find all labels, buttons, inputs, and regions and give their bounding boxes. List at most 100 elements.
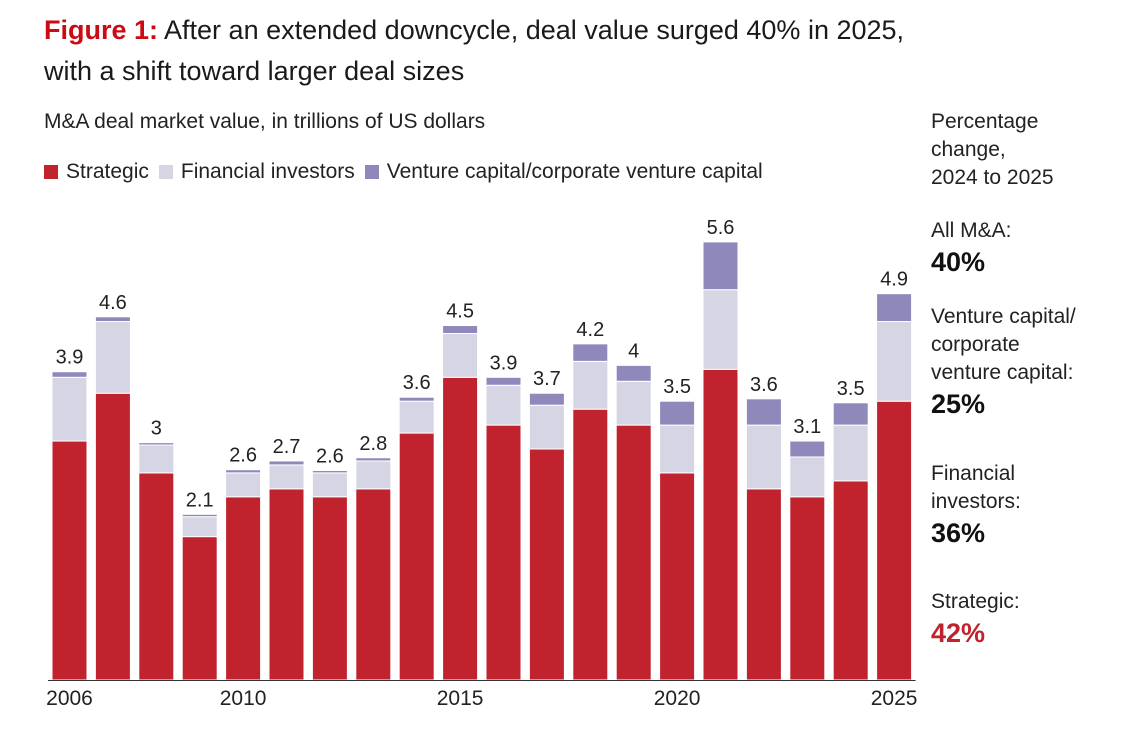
- side-panel-heading: Percentage change, 2024 to 2025: [931, 108, 1054, 192]
- bar-venture-2022: [745, 398, 782, 426]
- bar-venture-2024: [832, 402, 869, 426]
- bar-venture-2023: [789, 440, 826, 458]
- side-label-financial-2: investors:: [931, 490, 1021, 513]
- side-value-all-ma: 40%: [931, 247, 986, 277]
- side-heading-line-2: change,: [931, 138, 1006, 161]
- bar-financial-2013: [355, 460, 392, 490]
- total-label-2009: 2.1: [186, 489, 214, 511]
- bar-financial-2022: [745, 424, 782, 490]
- side-item-venture: Venture capital/ corporate venture capit…: [931, 303, 1076, 421]
- bar-financial-2018: [572, 360, 609, 410]
- total-label-2015: 4.5: [446, 301, 474, 323]
- bar-venture-2015: [442, 325, 479, 335]
- bar-venture-2009: [181, 513, 218, 518]
- total-label-2007: 4.6: [99, 292, 127, 314]
- bar-financial-2023: [789, 456, 826, 498]
- total-label-2023: 3.1: [793, 416, 821, 438]
- bar-strategic-2023: [789, 496, 826, 681]
- bar-strategic-2015: [442, 376, 479, 681]
- side-heading-line-1: Percentage: [931, 110, 1039, 133]
- bar-venture-2010: [225, 469, 262, 474]
- total-label-2006: 3.9: [56, 347, 84, 369]
- x-tick-2006: 2006: [46, 687, 93, 710]
- bar-strategic-2012: [311, 496, 348, 681]
- stacked-bar-chart: 3.9 4.6 3 2.1 2.6 2.7 2.6 2.8 3.6 4.5 3.9 3.7 4.2 4 3.…: [46, 217, 917, 710]
- bar-strategic-2025: [876, 400, 913, 681]
- chart-title: Figure 1: After an extended downcycle, d…: [44, 10, 1044, 92]
- bar-venture-2025: [876, 293, 913, 323]
- total-label-2019: 4: [628, 340, 639, 362]
- bar-venture-2014: [398, 396, 435, 402]
- bar-financial-2011: [268, 464, 305, 490]
- bar-financial-2006: [51, 376, 88, 442]
- legend-swatch-financial: [158, 165, 173, 179]
- bar-strategic-2008: [138, 472, 175, 681]
- chart-subtitle: M&A deal market value, in trillions of U…: [44, 110, 486, 133]
- bar-strategic-2014: [398, 432, 435, 681]
- bar-strategic-2017: [528, 448, 565, 681]
- side-label-venture-2: corporate: [931, 333, 1020, 356]
- total-label-2025: 4.9: [880, 269, 908, 291]
- side-heading-line-3: 2024 to 2025: [931, 166, 1054, 189]
- x-tick-2020: 2020: [654, 687, 701, 710]
- bar-financial-2008: [138, 444, 175, 474]
- bar-strategic-2011: [268, 488, 305, 681]
- bar-strategic-2018: [572, 408, 609, 681]
- total-label-2020: 3.5: [663, 376, 691, 398]
- total-label-2017: 3.7: [533, 368, 561, 390]
- total-label-2013: 2.8: [359, 433, 387, 455]
- bar-financial-2017: [528, 404, 565, 450]
- total-label-2012: 2.6: [316, 446, 344, 468]
- side-label-venture-3: venture capital:: [931, 361, 1074, 384]
- side-label-strategic: Strategic:: [931, 590, 1020, 613]
- bar-strategic-2021: [702, 368, 739, 681]
- bar-strategic-2009: [181, 536, 218, 681]
- title-line-2: with a shift toward larger deal sizes: [44, 56, 465, 86]
- figure-number: Figure 1:: [44, 15, 159, 45]
- bar-strategic-2013: [355, 488, 392, 681]
- bar-strategic-2007: [94, 392, 131, 681]
- total-label-2016: 3.9: [490, 352, 518, 374]
- bar-venture-2017: [528, 392, 565, 406]
- bar-venture-2008: [138, 442, 175, 446]
- legend: Strategic Financial investors Venture ca…: [44, 160, 773, 184]
- legend-item-financial: Financial investors: [158, 160, 355, 184]
- x-tick-2010: 2010: [220, 687, 267, 710]
- title-line-1: After an extended downcycle, deal value …: [158, 15, 905, 45]
- bar-venture-2018: [572, 343, 609, 362]
- bar-financial-2024: [832, 424, 869, 482]
- side-value-financial: 36%: [931, 518, 986, 548]
- bar-venture-2006: [51, 371, 88, 378]
- bar-financial-2020: [659, 424, 696, 474]
- side-label-all-ma: All M&A:: [931, 219, 1012, 242]
- total-label-2011: 2.7: [273, 436, 301, 458]
- legend-item-strategic: Strategic: [44, 160, 149, 184]
- side-label-venture-1: Venture capital/: [931, 305, 1076, 328]
- bar-financial-2021: [702, 289, 739, 370]
- bar-strategic-2022: [745, 488, 782, 681]
- legend-swatch-strategic: [44, 165, 58, 179]
- bar-venture-2007: [94, 316, 131, 323]
- legend-label-financial: Financial investors: [180, 160, 355, 183]
- bar-financial-2012: [311, 472, 348, 498]
- bar-strategic-2010: [225, 496, 262, 681]
- side-value-strategic: 42%: [931, 618, 986, 648]
- x-tick-2015: 2015: [437, 687, 484, 710]
- bar-strategic-2006: [51, 440, 88, 681]
- side-item-financial: Financial investors: 36%: [931, 460, 1021, 550]
- total-label-2014: 3.6: [403, 372, 431, 394]
- total-label-2021: 5.6: [707, 217, 735, 239]
- bar-financial-2014: [398, 400, 435, 434]
- legend-swatch-venture: [364, 165, 379, 179]
- bar-venture-2021: [702, 241, 739, 291]
- bar-financial-2025: [876, 321, 913, 402]
- total-label-2022: 3.6: [750, 374, 778, 396]
- bar-financial-2007: [94, 321, 131, 394]
- legend-label-strategic: Strategic: [66, 160, 149, 183]
- bar-financial-2016: [485, 384, 522, 426]
- side-value-venture: 25%: [931, 389, 986, 419]
- bar-financial-2009: [181, 516, 218, 538]
- bar-venture-2020: [659, 400, 696, 426]
- bar-financial-2019: [615, 380, 652, 426]
- bar-venture-2012: [311, 470, 348, 474]
